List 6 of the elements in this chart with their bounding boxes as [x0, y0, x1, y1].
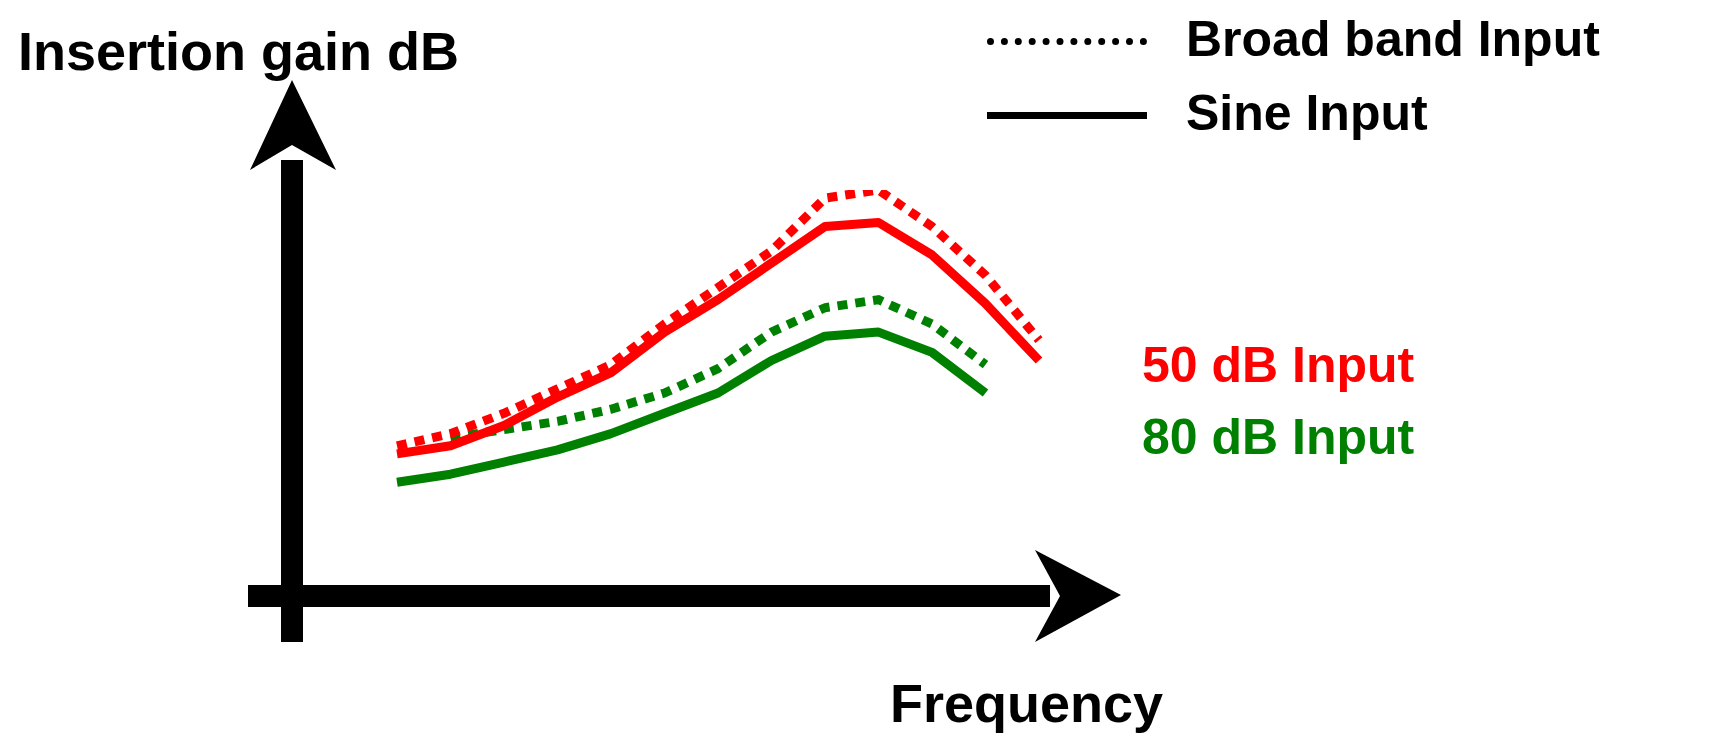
- text: Broad band Input: [1186, 11, 1600, 67]
- text: 50 dB Input: [1142, 337, 1415, 393]
- text: 80 dB Input: [1142, 409, 1415, 465]
- text: Sine Input: [1186, 85, 1428, 141]
- x-axis-title: Frequency: [890, 673, 1164, 733]
- y-axis-title: Insertion gain dB: [18, 21, 460, 81]
